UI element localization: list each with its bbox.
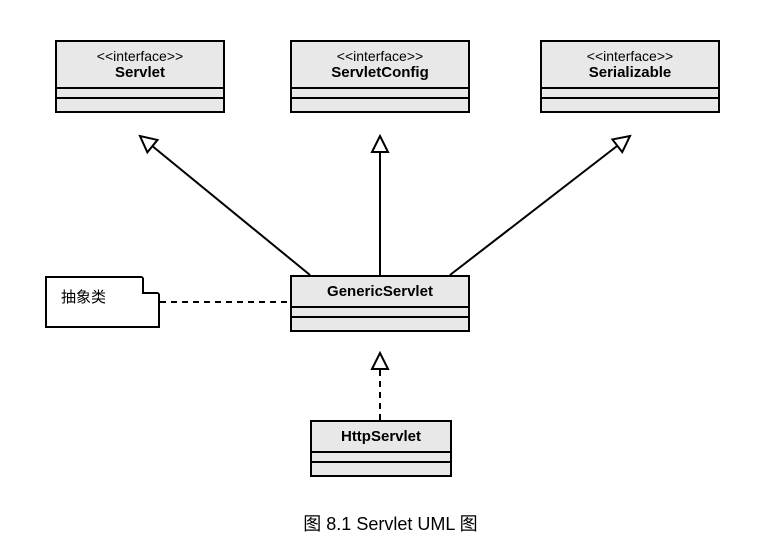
operations-compartment	[57, 99, 223, 111]
class-name: HttpServlet	[324, 428, 438, 445]
note-abstract-class: 抽象类	[45, 276, 160, 328]
edge-genericservlet-serializable	[450, 136, 630, 275]
class-name: Serializable	[554, 64, 706, 81]
attributes-compartment	[542, 89, 718, 99]
stereotype-label: <<interface>>	[304, 48, 456, 64]
node-genericservlet: GenericServlet	[290, 275, 470, 332]
operations-compartment	[292, 318, 468, 330]
stereotype-label: <<interface>>	[69, 48, 211, 64]
operations-compartment	[312, 463, 450, 475]
node-httpservlet: HttpServlet	[310, 420, 452, 477]
edge-genericservlet-servlet	[140, 136, 310, 275]
operations-compartment	[542, 99, 718, 111]
node-servlet: <<interface>> Servlet	[55, 40, 225, 113]
class-name: ServletConfig	[304, 64, 456, 81]
node-serializable: <<interface>> Serializable	[540, 40, 720, 113]
attributes-compartment	[312, 453, 450, 463]
note-text: 抽象类	[61, 289, 106, 306]
figure-caption: 图 8.1 Servlet UML 图	[0, 510, 781, 536]
class-name: Servlet	[69, 64, 211, 81]
stereotype-label: <<interface>>	[554, 48, 706, 64]
operations-compartment	[292, 99, 468, 111]
uml-diagram: <<interface>> Servlet <<interface>> Serv…	[0, 0, 781, 551]
class-name: GenericServlet	[304, 283, 456, 300]
attributes-compartment	[292, 308, 468, 318]
attributes-compartment	[292, 89, 468, 99]
attributes-compartment	[57, 89, 223, 99]
node-servletconfig: <<interface>> ServletConfig	[290, 40, 470, 113]
note-fold-icon	[142, 276, 160, 294]
